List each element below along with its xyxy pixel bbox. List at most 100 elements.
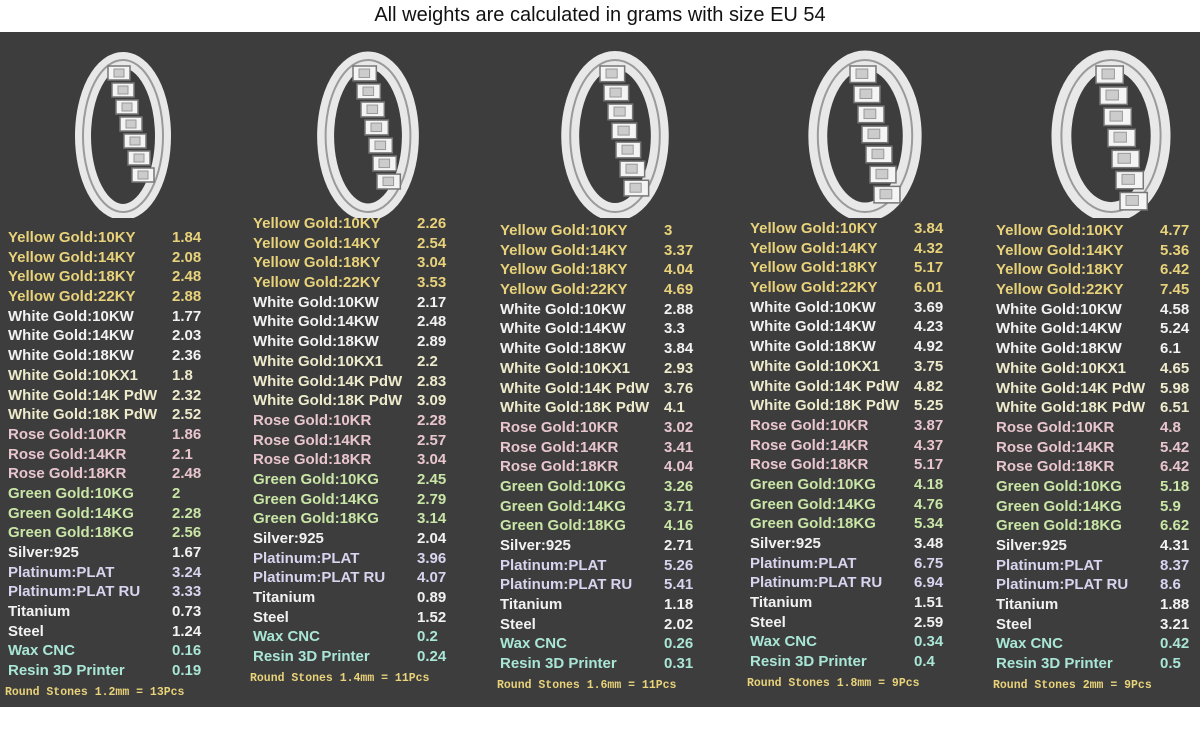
weight-value: 3.53	[417, 274, 447, 292]
weight-row: Green Gold:18KG 5.34	[750, 514, 995, 534]
weight-row: Platinum:PLAT RU 5.41	[500, 575, 745, 595]
weight-value: 0.42	[1160, 635, 1190, 653]
stones-note: Round Stones 1.8mm = 9Pcs	[747, 677, 920, 691]
weight-value: 2.36	[172, 347, 202, 365]
weight-value: 0.89	[417, 589, 447, 607]
material-label: White Gold:18K PdW	[996, 399, 1146, 417]
weight-row: Rose Gold:14KR 2.1	[8, 445, 253, 465]
weight-value: 3.04	[417, 254, 447, 272]
weight-value: 0.2	[417, 628, 438, 646]
weight-row: Green Gold:14KG 2.28	[8, 504, 253, 524]
weight-value: 3.21	[1160, 615, 1190, 633]
weight-value: 0.31	[664, 655, 694, 673]
weight-value: 6.94	[914, 574, 944, 592]
weight-row: Wax CNC 0.16	[8, 641, 253, 661]
weight-value: 8.37	[1160, 556, 1190, 574]
weight-row: Platinum:PLAT 3.96	[253, 549, 498, 569]
ring-column: Yellow Gold:10KY 2.26 Yellow Gold:14KY 2.54…	[250, 32, 498, 707]
weight-value: 2.45	[417, 470, 447, 488]
weight-row: Resin 3D Printer 0.31	[500, 654, 745, 674]
weight-row: Yellow Gold:22KY 4.69	[500, 280, 745, 300]
weight-value: 5.25	[914, 397, 944, 415]
weight-row: Rose Gold:14KR 4.37	[750, 436, 995, 456]
ring-column: Yellow Gold:10KY 3.84 Yellow Gold:14KY 4.32…	[747, 32, 995, 707]
ring-column: Yellow Gold:10KY 3 Yellow Gold:14KY 3.37 Yel…	[497, 32, 745, 707]
material-label: Rose Gold:14KR	[8, 445, 127, 463]
weight-value: 6.62	[1160, 517, 1190, 535]
material-label: Platinum:PLAT	[750, 554, 857, 572]
material-label: White Gold:14KW	[750, 318, 876, 336]
weight-value: 4.58	[1160, 300, 1190, 318]
material-label: White Gold:14K PdW	[500, 379, 650, 397]
material-label: Yellow Gold:18KY	[500, 261, 628, 279]
weight-row: White Gold:14K PdW 2.83	[253, 372, 498, 392]
weight-row: Yellow Gold:14KY 2.08	[8, 248, 253, 268]
material-label: Yellow Gold:18KY	[253, 254, 381, 272]
weight-value: 3.48	[914, 535, 944, 552]
weight-value: 4.76	[914, 495, 944, 513]
material-label: Green Gold:18KG	[996, 517, 1122, 535]
material-label: Steel	[996, 615, 1032, 633]
weight-value: 3.84	[664, 340, 694, 358]
ring-column: Yellow Gold:10KY 4.77 Yellow Gold:14KY 5.36…	[993, 32, 1200, 707]
weight-row: White Gold:18KW 4.92	[750, 337, 995, 357]
weight-value: 6.51	[1160, 399, 1190, 417]
weight-row: Rose Gold:14KR 5.42	[996, 438, 1200, 458]
material-label: Yellow Gold:22KY	[253, 274, 381, 292]
weight-row: White Gold:18K PdW 2.52	[8, 405, 253, 425]
material-label: White Gold:14KW	[500, 320, 626, 338]
weight-row: Green Gold:18KG 3.14	[253, 509, 498, 529]
weight-value: 4.18	[914, 475, 944, 493]
weight-row: Rose Gold:18KR 3.04	[253, 450, 498, 470]
weight-value: 2.54	[417, 234, 447, 252]
material-label: Green Gold:10KG	[996, 477, 1122, 495]
weight-row: Rose Gold:18KR 2.48	[8, 464, 253, 484]
weight-row: Steel 2.02	[500, 615, 745, 635]
weight-row: Silver:925 2.71	[500, 536, 745, 556]
weight-row: Platinum:PLAT RU 8.6	[996, 575, 1200, 595]
weight-row: Rose Gold:10KR 4.8	[996, 418, 1200, 438]
material-label: Green Gold:14KG	[996, 497, 1122, 515]
weight-row: White Gold:10KX1 1.8	[8, 366, 253, 386]
weight-row: Green Gold:10KG 2.45	[253, 470, 498, 490]
weight-value: 3.14	[417, 510, 447, 528]
weight-row: White Gold:14KW 4.23	[750, 317, 995, 337]
weights-table: Yellow Gold:10KY 2.26 Yellow Gold:14KY 2.54…	[253, 214, 498, 667]
material-label: White Gold:10KW	[253, 293, 379, 311]
weight-row: White Gold:14KW 3.3	[500, 319, 745, 339]
weight-row: Resin 3D Printer 0.4	[750, 652, 995, 672]
weight-row: Green Gold:14KG 5.9	[996, 497, 1200, 517]
weight-value: 1.52	[417, 608, 447, 626]
weight-row: Resin 3D Printer 0.5	[996, 654, 1200, 674]
weight-row: White Gold:14K PdW 3.76	[500, 379, 745, 399]
material-label: Platinum:PLAT RU	[750, 574, 883, 592]
weight-value: 2.28	[172, 504, 202, 522]
weight-row: Yellow Gold:18KY 5.17	[750, 258, 995, 278]
weight-value: 2.28	[417, 411, 447, 429]
weight-row: Rose Gold:18KR 5.17	[750, 455, 995, 475]
weight-value: 3.09	[417, 392, 447, 410]
material-label: White Gold:14K PdW	[253, 372, 403, 390]
weight-row: White Gold:10KX1 2.93	[500, 359, 745, 379]
weight-value: 3.02	[664, 418, 694, 436]
weight-row: White Gold:18KW 2.89	[253, 332, 498, 352]
material-label: Rose Gold:10KR	[500, 418, 619, 436]
weight-row: Yellow Gold:18KY 3.04	[253, 253, 498, 273]
material-label: Yellow Gold:18KY	[996, 261, 1124, 279]
material-label: White Gold:18K PdW	[253, 392, 403, 410]
material-label: Green Gold:18KG	[500, 517, 626, 535]
weight-value: 4.31	[1160, 537, 1190, 554]
material-label: Green Gold:10KG	[750, 475, 876, 493]
material-label: Green Gold:14KG	[253, 490, 379, 508]
weight-value: 3.33	[172, 583, 202, 601]
weight-row: Steel 2.59	[750, 613, 995, 633]
weight-row: Green Gold:18KG 2.56	[8, 523, 253, 543]
weight-value: 2.32	[172, 386, 202, 404]
material-label: Yellow Gold:10KY	[253, 215, 381, 232]
weight-row: White Gold:10KX1 4.65	[996, 359, 1200, 379]
weight-row: Silver:925 1.67	[8, 543, 253, 563]
weight-row: Titanium 0.89	[253, 588, 498, 608]
material-label: Rose Gold:14KR	[500, 438, 619, 456]
weight-value: 4.07	[417, 569, 447, 587]
weight-value: 6.75	[914, 554, 944, 572]
